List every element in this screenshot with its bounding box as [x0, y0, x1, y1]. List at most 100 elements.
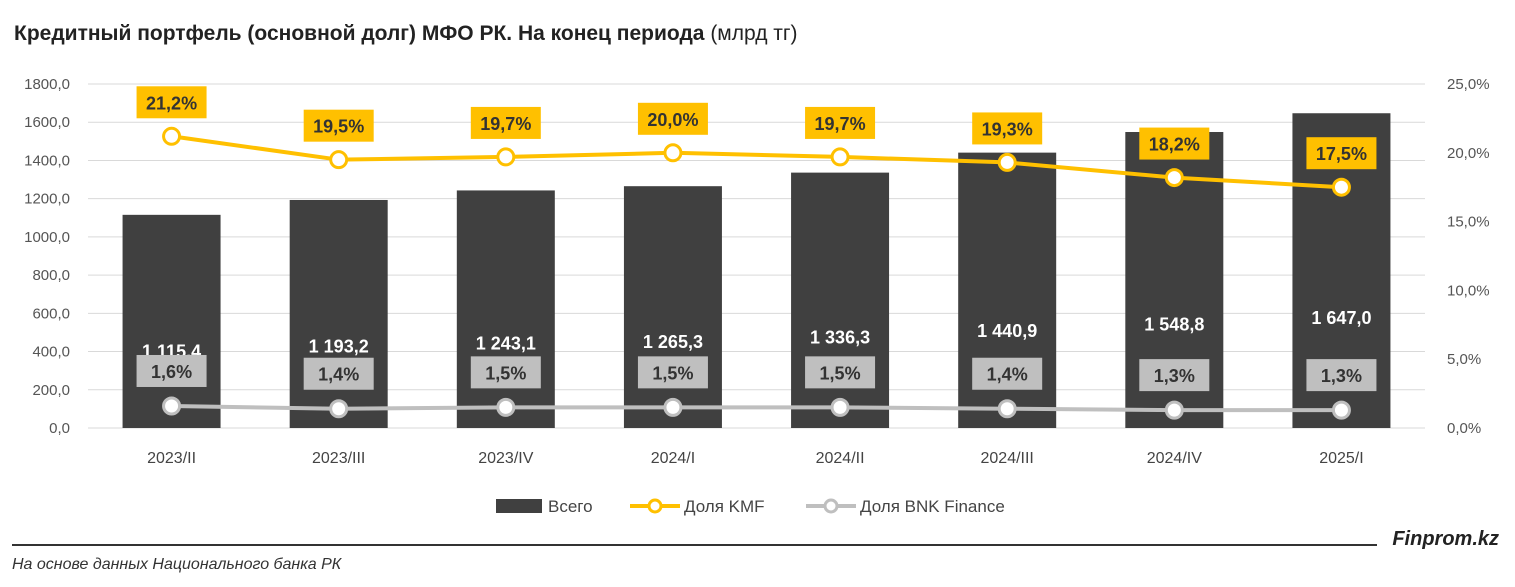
y-left-tick-label: 1400,0 [24, 152, 70, 169]
x-tick-label: 2024/I [651, 450, 695, 467]
kmf-series-point [1331, 177, 1351, 197]
kmf-series-point [1164, 168, 1184, 188]
legend-marker-bnk [823, 498, 839, 514]
kmf-series-point [162, 126, 182, 146]
kmf-series-value-label: 20,0% [647, 110, 698, 130]
kmf-series-label-box [1139, 127, 1210, 160]
chart-title: Кредитный портфель (основной долг) МФО Р… [14, 22, 798, 46]
kmf-series-point [830, 147, 850, 167]
bar-value-label: 1 548,8 [1144, 314, 1204, 334]
legend-marker-kmf [647, 498, 663, 514]
legend-label-total: Всего [548, 497, 593, 516]
kmf-series-value-label: 19,7% [815, 114, 866, 134]
chart-title-unit: (млрд тг) [710, 22, 798, 45]
bnk-series-value-label: 1,4% [318, 365, 359, 385]
bnk-series-value-label: 1,3% [1321, 366, 1362, 386]
bar-value-label: 1 336,3 [810, 328, 870, 348]
legend-label-kmf: Доля KMF [684, 497, 765, 516]
chart-svg: 0,0 200,0 400,0 600,0 800,0 1000,0 1200,0 1400,… [24, 76, 1490, 516]
x-tick-label: 2025/I [1319, 450, 1363, 467]
legend-label-bnk: Доля BNK Finance [860, 497, 1005, 516]
bnk-series-point [1331, 400, 1351, 420]
legend-swatch-total [496, 499, 542, 513]
bnk-series-point [997, 399, 1017, 419]
bar [456, 190, 555, 428]
kmf-series-label-box [972, 112, 1043, 145]
x-tick-label: 2023/IV [478, 450, 533, 467]
kmf-series-label-box [470, 106, 541, 139]
y-left-tick-label: 1800,0 [24, 76, 70, 93]
bar [623, 186, 722, 428]
y-right-tick-label: 5,0% [1447, 351, 1481, 368]
bar-value-label: 1 193,2 [309, 337, 369, 357]
kmf-series-value-label: 19,7% [480, 114, 531, 134]
kmf-series-point [329, 150, 349, 170]
bar-value-label: 1 647,0 [1311, 308, 1371, 328]
y-left-tick-label: 1200,0 [24, 191, 70, 208]
x-tick-label: 2023/III [312, 450, 365, 467]
kmf-series-label-box [136, 86, 207, 119]
bnk-series-point [830, 397, 850, 417]
bnk-series-label-box [972, 357, 1043, 390]
bar-value-label: 1 440,9 [977, 321, 1037, 341]
kmf-series-line [171, 134, 1342, 190]
y-right-tick-label: 15,0% [1447, 214, 1490, 231]
bnk-series-point [162, 396, 182, 416]
y-left-tick-label: 1000,0 [24, 229, 70, 246]
y-right-tick-label: 20,0% [1447, 145, 1490, 162]
kmf-series-point [496, 147, 516, 167]
bnk-series-label-box [303, 357, 374, 390]
bnk-series-label-box [637, 356, 708, 389]
kmf-series-value-label: 19,3% [982, 119, 1033, 139]
y-left-tick-label: 200,0 [32, 382, 70, 399]
y-left-tick-label: 800,0 [32, 267, 70, 284]
bnk-series-point [329, 399, 349, 419]
kmf-series-value-label: 21,2% [146, 93, 197, 113]
x-tick-label: 2024/II [816, 450, 865, 467]
x-tick-label: 2024/III [981, 450, 1034, 467]
bnk-series-value-label: 1,6% [151, 362, 192, 382]
bar [289, 199, 388, 428]
bnk-series-value-label: 1,5% [820, 363, 861, 383]
x-tick-label: 2023/II [147, 450, 196, 467]
kmf-series-value-label: 17,5% [1316, 144, 1367, 164]
y-left-tick-label: 600,0 [32, 305, 70, 322]
bnk-series-value-label: 1,5% [652, 363, 693, 383]
kmf-series-value-label: 18,2% [1149, 135, 1200, 155]
footer-divider [12, 544, 1377, 546]
bnk-series-label-box [1306, 359, 1377, 392]
y-left-tick-label: 0,0 [49, 420, 70, 437]
y-right-tick-label: 10,0% [1447, 282, 1490, 299]
bar [122, 214, 221, 428]
y-right-tick-label: 0,0% [1447, 420, 1481, 437]
bnk-series-point [496, 397, 516, 417]
bnk-series-value-label: 1,4% [987, 365, 1028, 385]
kmf-series-label-box [303, 109, 374, 142]
bnk-series-label-box [805, 356, 876, 389]
bar-value-label: 1 265,3 [643, 332, 703, 352]
kmf-series-point [997, 152, 1017, 172]
kmf-series-point [663, 143, 683, 163]
kmf-series-label-box [805, 106, 876, 139]
brand-label: Finprom.kz [1392, 528, 1499, 550]
kmf-series-label-box [637, 102, 708, 135]
bnk-series-label-box [470, 356, 541, 389]
source-note: На основе данных Национального банка РК [12, 556, 342, 573]
bnk-series-value-label: 1,3% [1154, 366, 1195, 386]
bar-value-label: 1 243,1 [476, 334, 536, 354]
y-right-tick-label: 25,0% [1447, 76, 1490, 93]
y-left-tick-label: 400,0 [32, 344, 70, 361]
bnk-series-value-label: 1,5% [485, 363, 526, 383]
bnk-series-point [1164, 400, 1184, 420]
bnk-series-line [171, 403, 1342, 413]
bnk-series-label-box [136, 354, 207, 387]
chart-title-main: Кредитный портфель (основной долг) МФО Р… [14, 22, 705, 45]
bnk-series-point [663, 397, 683, 417]
kmf-series-value-label: 19,5% [313, 117, 364, 137]
bnk-series-label-box [1139, 359, 1210, 392]
y-left-tick-label: 1600,0 [24, 114, 70, 131]
kmf-series-label-box [1306, 137, 1377, 170]
bar [791, 172, 890, 428]
x-tick-label: 2024/IV [1147, 450, 1202, 467]
